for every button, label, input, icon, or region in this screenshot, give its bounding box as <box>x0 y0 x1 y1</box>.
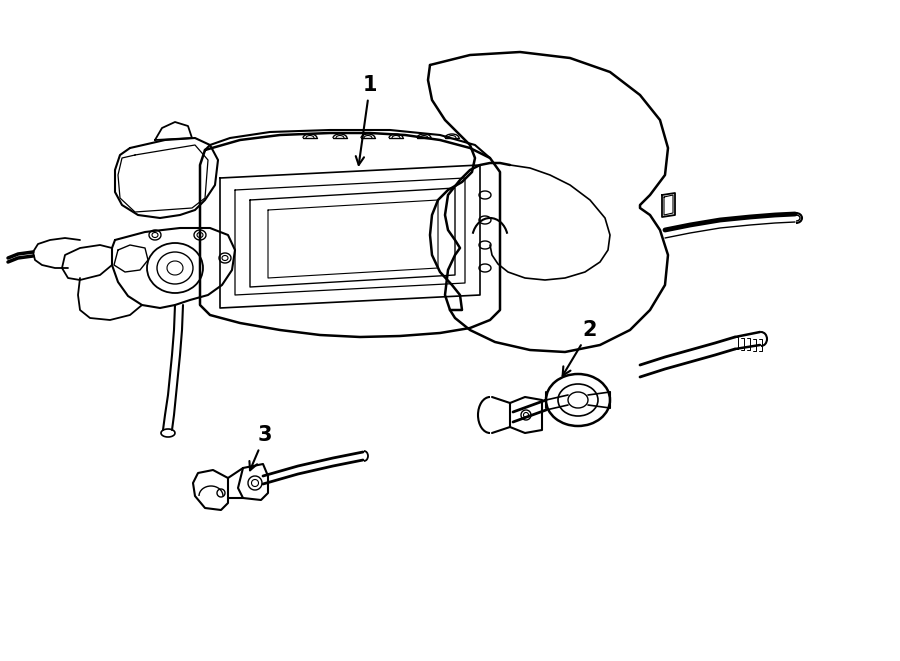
Text: 2: 2 <box>562 320 598 375</box>
Text: 3: 3 <box>249 425 272 470</box>
Text: 1: 1 <box>356 75 377 165</box>
